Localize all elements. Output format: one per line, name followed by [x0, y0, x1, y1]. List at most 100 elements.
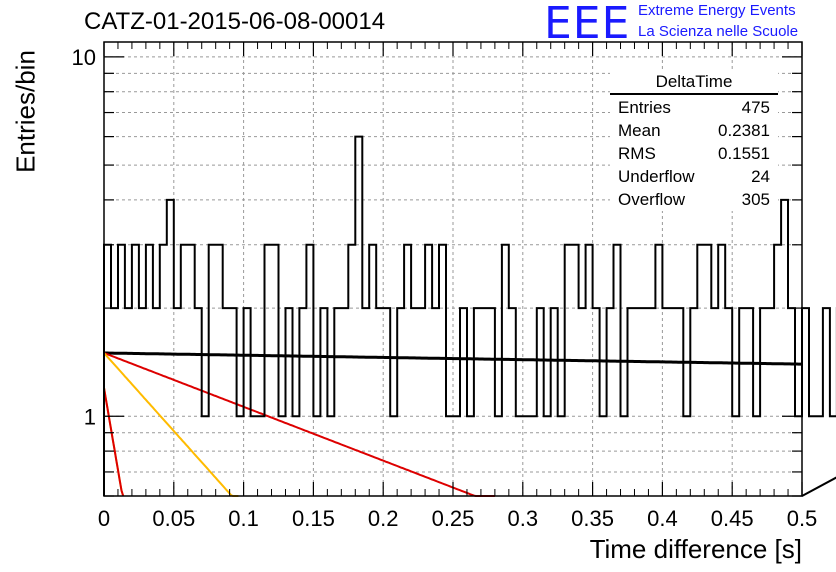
histogram-bin	[125, 308, 132, 496]
histogram-bin	[823, 308, 830, 496]
histogram-bin	[439, 245, 446, 496]
histogram-bin	[348, 245, 355, 496]
histogram-bin	[306, 245, 313, 496]
histogram-bin	[425, 245, 432, 496]
histogram-bin	[621, 416, 628, 496]
histogram-bin	[795, 416, 802, 496]
histogram-bin	[495, 416, 502, 496]
histogram-bin	[788, 308, 795, 496]
histogram-bin	[383, 308, 390, 496]
histogram-bin	[467, 416, 474, 496]
histogram-bin	[816, 416, 823, 496]
x-axis-label: Time difference [s]	[589, 534, 802, 564]
histogram-bin	[376, 308, 383, 496]
histogram-bin	[516, 416, 523, 496]
histogram-bin	[481, 308, 488, 496]
histogram-bin	[655, 245, 662, 496]
histogram-bin	[607, 308, 614, 496]
fit-curve	[103, 352, 495, 497]
histogram-bin	[830, 416, 836, 496]
stats-value: 0.1551	[718, 144, 770, 163]
stats-value: 0.2381	[718, 121, 770, 140]
histogram-bin	[760, 308, 767, 496]
histogram-bin	[600, 416, 607, 496]
histogram-bin	[272, 245, 279, 496]
histogram-bin	[202, 416, 209, 496]
histogram-bin	[355, 137, 362, 496]
x-tick-label: 0.1	[228, 506, 259, 531]
histogram-bin	[188, 245, 195, 496]
x-tick-label: 0.45	[711, 506, 754, 531]
x-tick-label: 0.05	[152, 506, 195, 531]
histogram-bin	[704, 245, 711, 496]
x-tick-label: 0.2	[368, 506, 399, 531]
stats-box: DeltaTime Entries 475 Mean 0.2381 RMS 0.…	[610, 72, 778, 211]
histogram-bin	[334, 308, 341, 496]
histogram-outline	[103, 135, 836, 497]
histogram-bin	[544, 416, 551, 496]
histogram-bin	[669, 308, 676, 496]
histogram-bin	[586, 245, 593, 496]
stats-key: Overflow	[618, 190, 686, 209]
histogram-bin	[690, 308, 697, 496]
histogram-bin	[746, 308, 753, 496]
histogram-bin	[530, 416, 537, 496]
histogram-bin	[474, 308, 481, 496]
histogram-bin	[362, 308, 369, 496]
histogram-bin	[404, 245, 411, 496]
stats-row-underflow: Underflow 24	[610, 165, 778, 188]
histogram-bin	[739, 308, 746, 496]
histogram-bin	[697, 245, 704, 496]
stats-title: DeltaTime	[610, 72, 778, 95]
histogram-bin	[279, 416, 286, 496]
x-tick-label: 0.4	[647, 506, 678, 531]
histogram-bin	[628, 308, 635, 496]
stats-value: 475	[741, 98, 770, 117]
histogram-bin	[285, 308, 292, 496]
histogram-bin	[753, 416, 760, 496]
histogram-bin	[104, 245, 111, 496]
histogram-bin	[181, 245, 188, 496]
histogram-bin	[265, 245, 272, 496]
logo-caption-line2: La Scienza nelle Scuole	[638, 23, 799, 40]
histogram-bin	[711, 308, 718, 496]
histogram-bin	[579, 308, 586, 496]
histogram-bin	[411, 308, 418, 496]
histogram-bin	[676, 308, 683, 496]
histogram-bin	[634, 308, 641, 496]
histogram-bin	[767, 308, 774, 496]
fit-curve	[104, 351, 802, 366]
stats-row-overflow: Overflow 305	[610, 188, 778, 211]
histogram-bin	[460, 308, 467, 496]
histogram-bin	[327, 416, 334, 496]
histogram-bin	[802, 308, 809, 496]
histogram-bin	[537, 308, 544, 496]
y-axis-label: Entries/bin	[10, 50, 41, 173]
histogram-bin	[809, 416, 816, 496]
histogram-bin	[488, 308, 495, 496]
x-tick-label: 0.15	[292, 506, 335, 531]
histogram-bin	[209, 245, 216, 496]
histogram-bin	[432, 308, 439, 496]
x-tick-label: 0.3	[508, 506, 539, 531]
histogram-bin	[132, 245, 139, 496]
fit-curve	[103, 387, 125, 497]
x-tick-label: 0.35	[571, 506, 614, 531]
histogram-bin	[523, 416, 530, 496]
eee-logo: EEE	[544, 0, 631, 49]
histogram-bin	[572, 245, 579, 496]
histogram-bin	[718, 245, 725, 496]
histogram-bin	[551, 308, 558, 496]
x-tick-label: 0.25	[432, 506, 475, 531]
histogram-bin	[390, 416, 397, 496]
stats-row-entries: Entries 475	[610, 96, 778, 119]
histogram-bin	[341, 308, 348, 496]
histogram-bin	[648, 308, 655, 496]
stats-value: 24	[751, 167, 770, 186]
y-tick-label: 1	[84, 404, 96, 429]
stats-value: 305	[741, 190, 770, 209]
histogram-bin	[313, 416, 320, 496]
histogram-bin	[153, 308, 160, 496]
histogram-bin	[662, 308, 669, 496]
